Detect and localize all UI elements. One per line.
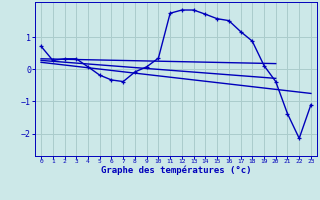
- X-axis label: Graphe des températures (°c): Graphe des températures (°c): [101, 165, 251, 175]
